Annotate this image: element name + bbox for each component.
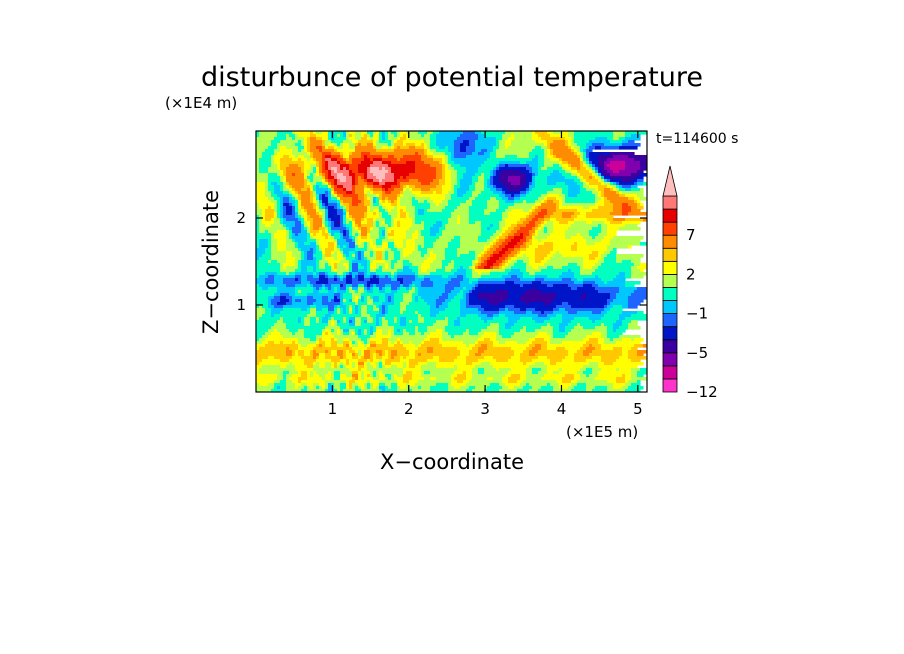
chart-title: disturbunce of potential temperature <box>201 62 703 93</box>
colorbar-swatch <box>662 378 678 393</box>
time-label: t=114600 s <box>656 131 738 147</box>
colorbar-swatch <box>662 365 678 380</box>
colorbar-swatch <box>662 287 678 301</box>
colorbar-label: 2 <box>686 265 696 283</box>
colorbar-swatch <box>662 326 678 341</box>
y-tick-label: 2 <box>236 209 246 227</box>
x-tick-label: 4 <box>557 400 567 418</box>
x-multiplier: (×1E5 m) <box>566 423 638 441</box>
colorbar-swatch <box>662 260 678 275</box>
colorbar-label: −5 <box>686 344 708 362</box>
colorbar-swatch <box>662 273 678 288</box>
x-tick-label: 1 <box>328 400 338 418</box>
y-axis: 12 <box>236 209 647 314</box>
colorbar-swatch <box>662 313 678 328</box>
colorbar-swatch <box>662 352 678 367</box>
colorbar-swatch <box>662 195 678 210</box>
x-axis: 1 2 3 4 5 <box>328 131 643 418</box>
y-axis-label: Z−coordinate <box>199 190 223 334</box>
colorbar: −12−5−127 <box>662 165 718 401</box>
x-tick-label: 2 <box>404 400 414 418</box>
colorbar-swatch <box>662 221 678 236</box>
heatmap-field <box>256 131 647 392</box>
colorbar-extension <box>662 165 678 197</box>
x-tick-label: 5 <box>633 400 643 418</box>
colorbar-swatch <box>662 300 678 314</box>
colorbar-label: −12 <box>686 383 718 401</box>
colorbar-swatch <box>662 234 678 249</box>
y-tick-label: 1 <box>236 296 246 314</box>
colorbar-swatch <box>662 247 678 262</box>
x-axis-label: X−coordinate <box>380 450 524 474</box>
colorbar-swatch <box>662 208 678 223</box>
colorbar-label: 7 <box>686 226 696 244</box>
colorbar-swatch <box>662 339 678 354</box>
x-tick-label: 3 <box>480 400 490 418</box>
y-multiplier: (×1E4 m) <box>165 94 237 112</box>
colorbar-label: −1 <box>686 305 708 323</box>
plot-frame <box>255 130 648 393</box>
